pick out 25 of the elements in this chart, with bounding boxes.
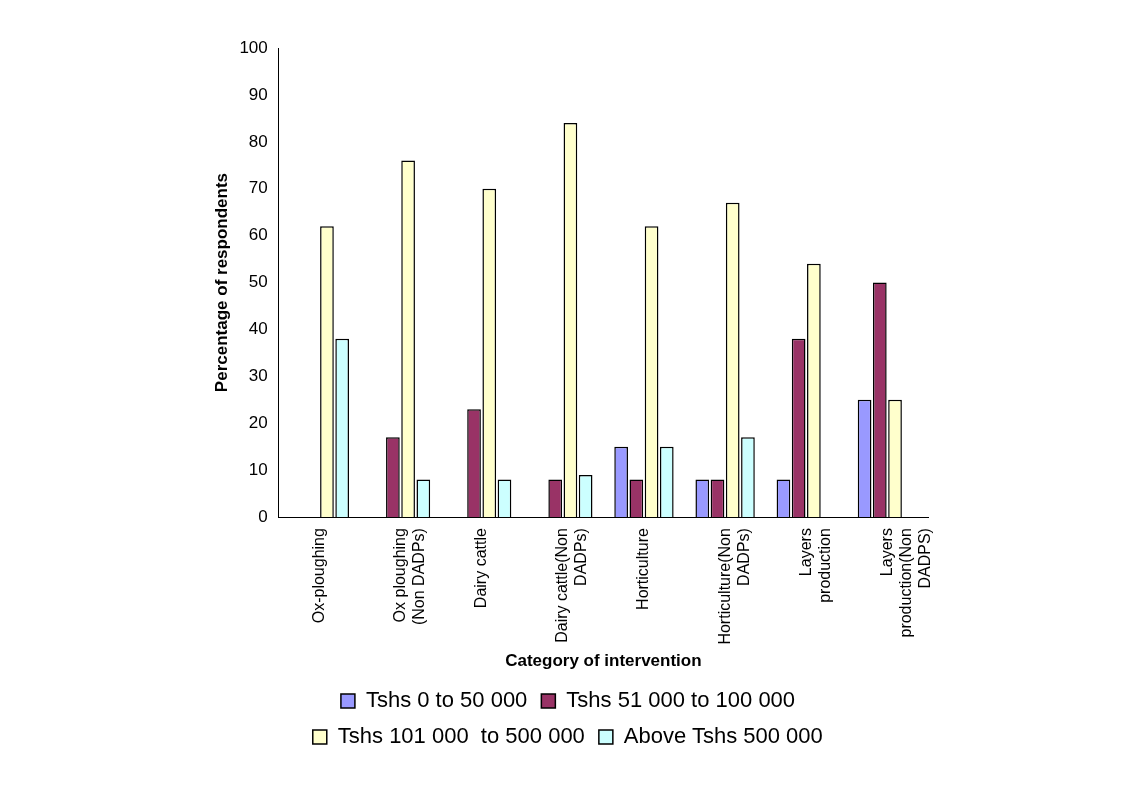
y-tick-label: 40: [248, 319, 268, 339]
x-tick-label: Layers production: [796, 528, 833, 603]
y-tick-label: 20: [248, 412, 268, 432]
y-tick-label: 30: [248, 366, 268, 386]
x-tick-label: Horticulture: [634, 528, 652, 610]
y-tick-label: 80: [248, 131, 268, 151]
y-tick-label: 50: [248, 272, 268, 292]
x-axis-title: Category of intervention: [505, 651, 702, 671]
legend-label: Tshs 0 to 50 000: [365, 687, 528, 713]
x-tick-label: Horticulture(Non DADPs): [715, 528, 752, 645]
x-tick-label: Ox-ploughing: [309, 528, 327, 624]
x-tick-label: Dairy cattle(Non DADPs): [553, 528, 590, 643]
legend-label: Tshs 51 000 to 100 000: [566, 687, 796, 713]
legend-label: Tshs 101 000 to 500 000: [337, 723, 585, 749]
y-tick-label: 0: [258, 506, 268, 526]
x-tick-label: Dairy cattle: [472, 528, 490, 609]
x-tick-label: Ox ploughing (Non DADPs): [390, 528, 428, 626]
y-tick-label: 90: [248, 84, 268, 104]
x-tick-label: Layers production(Non DADPS): [877, 528, 934, 638]
y-axis-title: Percentage of respondents: [211, 172, 231, 393]
legend-label: Above Tshs 500 000: [623, 723, 823, 749]
y-tick-label: 100: [239, 37, 268, 57]
y-tick-label: 60: [248, 225, 268, 245]
y-tick-label: 70: [248, 178, 268, 198]
y-tick-label: 10: [248, 459, 268, 479]
